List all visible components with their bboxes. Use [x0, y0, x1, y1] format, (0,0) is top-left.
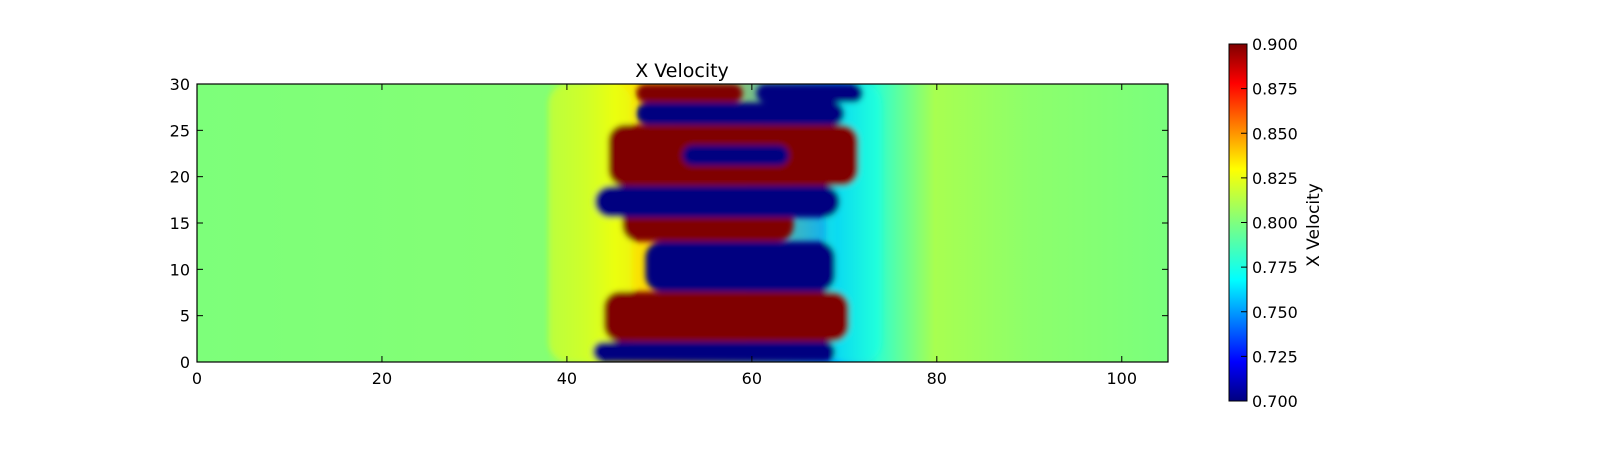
colorbar-tick-label: 0.900	[1252, 35, 1298, 54]
field-region	[592, 341, 836, 362]
colorbar-tick-label: 0.800	[1252, 214, 1298, 233]
y-tick-label: 10	[170, 260, 190, 279]
colorbar-ticks: 0.700 0.725 0.750 0.775 0.800 0.825 0.850 0.875…	[1241, 35, 1298, 411]
field-regions	[548, 84, 882, 362]
field-region	[682, 145, 789, 166]
field-region	[756, 84, 863, 103]
x-tick-label: 0	[192, 369, 202, 388]
colorbar-tick-label: 0.700	[1252, 392, 1298, 411]
x-tick-label: 80	[927, 369, 947, 388]
y-tick-label: 5	[180, 307, 190, 326]
field-region	[594, 185, 840, 218]
plot-area	[197, 84, 1168, 362]
colorbar-tick-label: 0.850	[1252, 124, 1298, 143]
field-region	[645, 241, 836, 292]
field-region	[603, 291, 849, 342]
field-region	[636, 84, 743, 103]
y-tick-label: 25	[170, 121, 190, 140]
x-tick-label: 20	[372, 369, 392, 388]
chart-title: X Velocity	[635, 60, 729, 82]
y-tick-label: 0	[180, 353, 190, 372]
colorbar-tick-label: 0.875	[1252, 80, 1298, 99]
colorbar: 0.700 0.725 0.750 0.775 0.800 0.825 0.850 0.875…	[1228, 35, 1324, 411]
y-tick-label: 30	[170, 75, 190, 94]
x-tick-label: 100	[1106, 369, 1137, 388]
y-axis: 0 5 10 15 20 25 30	[170, 75, 1168, 372]
colorbar-tick-label: 0.750	[1252, 303, 1298, 322]
colorbar-tick-label: 0.775	[1252, 258, 1298, 277]
colorbar-tick-label: 0.725	[1252, 347, 1298, 366]
x-tick-label: 60	[742, 369, 762, 388]
x-axis: 0 20 40 60 80 100	[192, 84, 1137, 388]
y-tick-label: 15	[170, 214, 190, 233]
colorbar-label: X Velocity	[1304, 183, 1324, 267]
x-tick-label: 40	[557, 369, 577, 388]
y-tick-label: 20	[170, 168, 190, 187]
colorbar-tick-label: 0.825	[1252, 169, 1298, 188]
field-region	[636, 102, 845, 125]
